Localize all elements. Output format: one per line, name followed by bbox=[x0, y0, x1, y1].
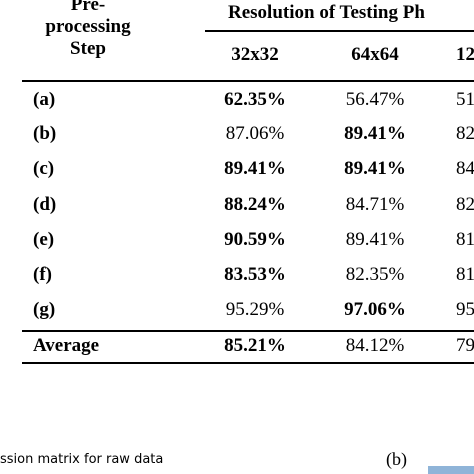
cell: 89.41% bbox=[224, 158, 286, 179]
rule bbox=[22, 362, 474, 364]
cell: 84 bbox=[456, 158, 474, 179]
header-group: Resolution of Testing Ph bbox=[228, 2, 425, 23]
row-label: (b) bbox=[33, 123, 57, 144]
row-label: (e) bbox=[33, 229, 55, 250]
row-label: Average bbox=[33, 335, 100, 356]
cell: 81 bbox=[456, 229, 474, 250]
header-step: Pre- bbox=[70, 0, 106, 15]
column-header: 64x64 bbox=[351, 44, 399, 65]
cell: 79 bbox=[456, 335, 474, 356]
subfigure-label: (b) bbox=[386, 449, 407, 469]
figure-caption: ssion matrix for raw data bbox=[0, 452, 164, 467]
column-header: 32x32 bbox=[231, 44, 279, 65]
row-label: (a) bbox=[33, 89, 56, 110]
cell: 51 bbox=[456, 89, 474, 110]
cell: 90.59% bbox=[224, 229, 286, 250]
cell: 97.06% bbox=[344, 299, 406, 320]
cell: 89.41% bbox=[345, 229, 405, 250]
cell: 82 bbox=[456, 194, 474, 215]
column-header: 128 bbox=[456, 44, 474, 65]
row-label: (c) bbox=[33, 158, 55, 179]
cell: 81 bbox=[456, 264, 474, 285]
cell: 89.41% bbox=[344, 123, 406, 144]
header-step: Step bbox=[70, 38, 106, 59]
cell: 89.41% bbox=[344, 158, 406, 179]
cell: 83.53% bbox=[224, 264, 286, 285]
cell: 62.35% bbox=[224, 89, 286, 110]
row-label: (f) bbox=[33, 264, 52, 285]
cell: 82 bbox=[456, 123, 474, 144]
cell: 85.21% bbox=[224, 335, 286, 356]
cell: 84.12% bbox=[345, 335, 405, 356]
row-label: (d) bbox=[33, 194, 57, 215]
cell: 56.47% bbox=[345, 89, 405, 110]
rule bbox=[22, 330, 474, 332]
cell: 95.29% bbox=[225, 299, 285, 320]
cell: 84.71% bbox=[345, 194, 405, 215]
row-label: (g) bbox=[33, 299, 56, 320]
cell: 88.24% bbox=[224, 194, 286, 215]
rule bbox=[22, 80, 474, 82]
cell: 95 bbox=[456, 299, 474, 320]
header-step: processing bbox=[45, 16, 131, 37]
cell: 82.35% bbox=[345, 264, 405, 285]
cell: 87.06% bbox=[225, 123, 285, 144]
rule bbox=[205, 30, 474, 32]
figure-fragment bbox=[428, 466, 474, 474]
